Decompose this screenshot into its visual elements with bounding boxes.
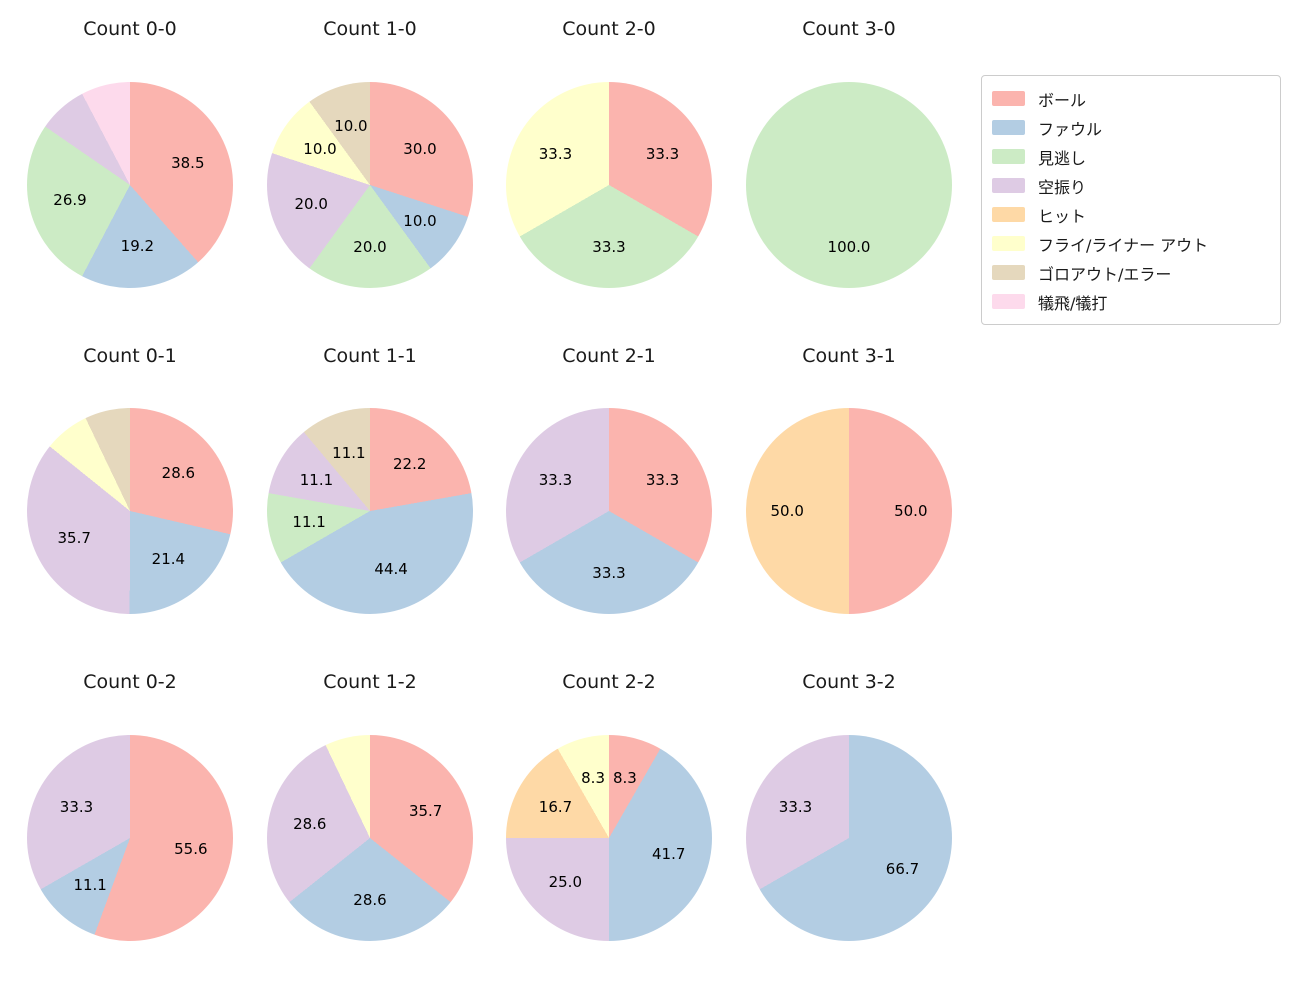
legend-swatch — [992, 91, 1025, 106]
legend-label: ファウル — [1038, 119, 1103, 139]
slice-percent-label: 10.0 — [334, 117, 368, 136]
legend-item: ヒット — [992, 200, 1270, 229]
pie — [267, 82, 473, 288]
slice-percent-label: 10.0 — [303, 139, 337, 158]
chart-title: Count 2-2 — [562, 671, 656, 693]
slice-percent-label: 8.3 — [581, 769, 605, 788]
legend-swatch — [992, 149, 1025, 164]
pie — [27, 82, 233, 288]
legend-label: 空振り — [1038, 177, 1087, 197]
legend-label: 見逃し — [1038, 148, 1087, 168]
slice-percent-label: 50.0 — [894, 502, 928, 520]
pie — [746, 82, 952, 288]
legend-swatch — [992, 294, 1025, 309]
pie — [506, 408, 712, 614]
slice-percent-label: 33.3 — [538, 471, 573, 490]
pie — [267, 735, 473, 941]
slice-percent-label: 44.4 — [374, 560, 408, 579]
pie — [506, 735, 712, 941]
chart-title: Count 2-1 — [562, 345, 656, 367]
pie — [746, 735, 952, 941]
pie — [27, 735, 233, 941]
slice-percent-label: 33.3 — [538, 145, 573, 164]
legend-item: 見逃し — [992, 142, 1270, 171]
chart-title: Count 3-2 — [802, 671, 896, 693]
pie — [746, 408, 952, 614]
slice-percent-label: 33.3 — [778, 798, 813, 817]
legend-swatch — [992, 265, 1025, 280]
legend-item: ボール — [992, 84, 1270, 113]
slice-percent-label: 100.0 — [827, 237, 871, 256]
legend-label: ボール — [1038, 90, 1087, 110]
slice-percent-label: 55.6 — [174, 839, 208, 858]
slice-percent-label: 33.3 — [645, 145, 680, 164]
slice-percent-label: 28.6 — [161, 463, 196, 482]
slice-percent-label: 30.0 — [403, 139, 437, 158]
legend-label: フライ/ライナー アウト — [1038, 235, 1209, 255]
chart-title: Count 3-0 — [802, 18, 896, 40]
legend: ボールファウル見逃し空振りヒットフライ/ライナー アウト ゴロアウト/エラー 犠飛/… — [981, 75, 1281, 325]
legend-item: 犠飛/犠打 — [992, 287, 1270, 316]
slice-percent-label: 22.2 — [393, 454, 427, 473]
legend-item: 空振り — [992, 171, 1270, 200]
slice-percent-label: 33.3 — [59, 798, 94, 817]
legend-swatch — [992, 236, 1025, 251]
legend-label: ゴロアウト/エラー — [1038, 264, 1172, 284]
slice-percent-label: 21.4 — [151, 550, 186, 569]
slice-percent-label: 26.9 — [53, 190, 87, 209]
chart-title: Count 1-0 — [323, 18, 417, 40]
slice-percent-label: 35.7 — [57, 528, 91, 547]
legend-item: フライ/ライナー アウト — [992, 229, 1270, 258]
slice-percent-label: 11.1 — [73, 876, 107, 895]
slice-percent-label: 50.0 — [770, 502, 804, 520]
chart-title: Count 3-1 — [802, 345, 896, 367]
pie — [27, 408, 233, 614]
slice-percent-label: 19.2 — [120, 237, 155, 256]
legend-label: 犠飛/犠打 — [1038, 293, 1108, 313]
legend-item: ファウル — [992, 113, 1270, 142]
slice-percent-label: 38.5 — [171, 154, 205, 173]
chart-title: Count 1-1 — [323, 345, 417, 367]
legend-swatch — [992, 120, 1025, 135]
slice-percent-label: 20.0 — [353, 237, 387, 256]
legend-swatch — [992, 178, 1025, 193]
chart-title: Count 0-1 — [83, 345, 177, 367]
legend-label: ヒット — [1038, 206, 1087, 226]
chart-title: Count 2-0 — [562, 18, 656, 40]
chart-title: Count 0-2 — [83, 671, 177, 693]
slice-percent-label: 25.0 — [548, 872, 582, 891]
slice-percent-label: 35.7 — [408, 802, 443, 821]
slice-percent-label: 33.3 — [645, 471, 680, 490]
slice-percent-label: 20.0 — [294, 195, 328, 214]
legend-item: ゴロアウト/エラー — [992, 258, 1270, 287]
slice-percent-label: 8.3 — [612, 769, 637, 788]
slice-percent-label: 11.1 — [332, 443, 366, 462]
slice-percent-label: 28.6 — [293, 815, 327, 834]
slice-percent-label: 33.3 — [592, 237, 626, 256]
slice-percent-label: 10.0 — [403, 212, 437, 231]
chart-title: Count 0-0 — [83, 18, 177, 40]
legend-swatch — [992, 207, 1025, 222]
slice-percent-label: 11.1 — [292, 512, 326, 531]
pie — [506, 82, 712, 288]
slice-percent-label: 41.7 — [652, 844, 686, 863]
slice-percent-label: 11.1 — [299, 471, 334, 490]
slice-percent-label: 16.7 — [538, 798, 573, 817]
slice-percent-label: 28.6 — [353, 890, 387, 909]
pie — [267, 408, 473, 614]
slice-percent-label: 66.7 — [885, 859, 920, 878]
chart-title: Count 1-2 — [323, 671, 417, 693]
slice-percent-label: 33.3 — [592, 563, 626, 582]
